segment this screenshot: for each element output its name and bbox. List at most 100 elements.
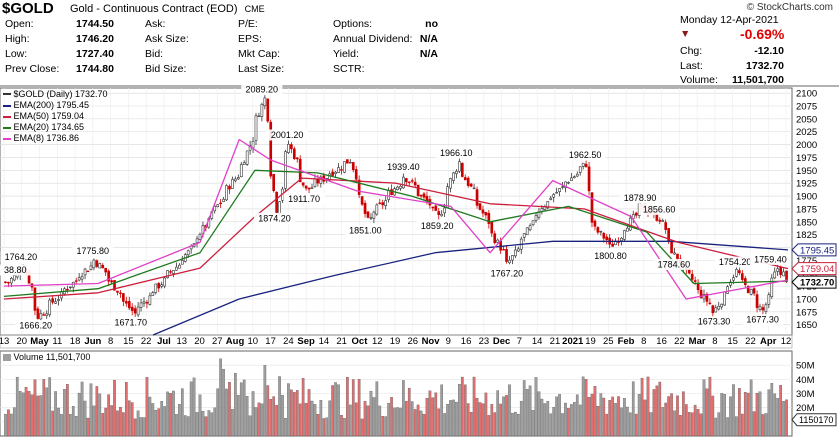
candle-body [658, 219, 662, 222]
volume-bar [684, 404, 688, 437]
candle-body [266, 98, 270, 122]
legend-ema8: EMA(8) 1736.86 [3, 133, 79, 143]
volume-bar [475, 397, 479, 437]
candle-body [154, 283, 158, 293]
x-axis-tick-label: 9 [446, 336, 451, 347]
candle-body [378, 202, 382, 205]
candle-body [136, 306, 140, 316]
candle-body [343, 161, 346, 173]
volume-bar [30, 394, 34, 437]
legend-volume-swatch [3, 354, 11, 362]
volume-bar [425, 398, 429, 437]
volume-bar [519, 400, 523, 437]
stat-label-sctr: SCTR: [333, 63, 365, 75]
volume-bar [319, 400, 323, 437]
price-axis-tick-label: 1925 [796, 179, 817, 190]
x-axis-tick-label: 21 [550, 336, 561, 347]
volume-bar [110, 405, 113, 437]
candle-body [354, 169, 358, 180]
volume-bar [80, 381, 84, 437]
price-axis-tick-label: 1950 [796, 166, 817, 177]
candle-body [290, 144, 293, 150]
candle-body [460, 162, 464, 177]
volume-bar [63, 389, 66, 437]
volume-bar [740, 413, 744, 437]
candle-body [68, 286, 72, 289]
volume-bar [292, 392, 296, 437]
volume-bar [363, 401, 367, 437]
legend-price-text: $GOLD (Daily) 1732.70 [13, 89, 108, 99]
candle-body [770, 277, 774, 298]
candle-body [782, 271, 785, 277]
candle-body [546, 201, 550, 209]
volume-bar [245, 396, 249, 437]
volume-bar [257, 402, 261, 437]
volume-bar [720, 393, 724, 437]
volume-bar [116, 410, 119, 437]
quote-date: Monday 12-Apr-2021 [680, 14, 779, 26]
candle-body [620, 237, 623, 241]
volume-bar [770, 383, 774, 437]
volume-bar [304, 402, 308, 437]
price-axis-tag-ema-50 [791, 262, 837, 276]
candle-body [549, 197, 553, 200]
volume-bar [234, 372, 237, 437]
volume-bar [540, 398, 544, 437]
stat-label-ask-size: Ask Size: [145, 33, 189, 45]
legend-volume-text: Volume 11,501,700 [13, 352, 91, 362]
volume-bar [195, 412, 199, 437]
annotation-label: 1677.30 [746, 315, 779, 325]
candle-body [7, 281, 10, 284]
volume-bar [254, 407, 258, 437]
volume-bar [664, 402, 668, 437]
candle-body [166, 270, 169, 279]
volume-bar [119, 406, 122, 437]
candle-body [216, 204, 220, 208]
legend-ema20-swatch [3, 126, 11, 129]
volume-bar [201, 410, 205, 437]
volume-bar [186, 416, 190, 437]
candle-body [186, 250, 190, 256]
volume-bar [410, 401, 414, 437]
x-axis-tick-label: 12 [781, 336, 792, 347]
volume-bar [331, 385, 334, 437]
x-axis-tick-label: 10 [248, 336, 259, 347]
volume-bar [204, 416, 208, 437]
volume-bar [785, 399, 788, 437]
candle-body [234, 178, 237, 182]
volume-bar [729, 396, 732, 437]
candle-body [481, 209, 485, 214]
volume-bar [275, 405, 278, 437]
volume-bar [558, 394, 561, 437]
volume-bar [402, 380, 405, 437]
price-axis-tick-label: 1775 [796, 256, 817, 267]
candle-body [490, 221, 494, 234]
x-axis-tick-label: Oct [352, 336, 369, 347]
candle-body [381, 202, 385, 206]
annotation-label-bg [241, 84, 283, 96]
annotation-label-bg [416, 220, 458, 232]
candle-body [410, 180, 414, 182]
price-axis-tick-label: 2050 [796, 114, 817, 125]
volume-bar [661, 407, 665, 437]
x-axis-tick-label: Jun [84, 336, 101, 347]
volume-bar [396, 407, 399, 437]
volume-bar [752, 411, 756, 437]
annotation-label: 1851.00 [349, 225, 382, 235]
candle-body [287, 143, 290, 153]
volume-bar [290, 389, 293, 437]
annotation-label-bg [589, 250, 632, 262]
candle-body [357, 179, 361, 195]
volume-bar [584, 379, 588, 437]
candle-body [101, 264, 105, 269]
price-axis-tag-price [791, 275, 837, 289]
ema-line-ema-200 [152, 240, 789, 336]
candle-body [42, 314, 46, 316]
volume-bar [614, 403, 617, 437]
volume-bar [543, 403, 547, 437]
volume-bar [667, 396, 670, 437]
stat-label-bid: Bid: [145, 48, 164, 60]
candle-body [458, 161, 461, 172]
candle-body [95, 260, 99, 267]
volume-bar [295, 390, 299, 437]
